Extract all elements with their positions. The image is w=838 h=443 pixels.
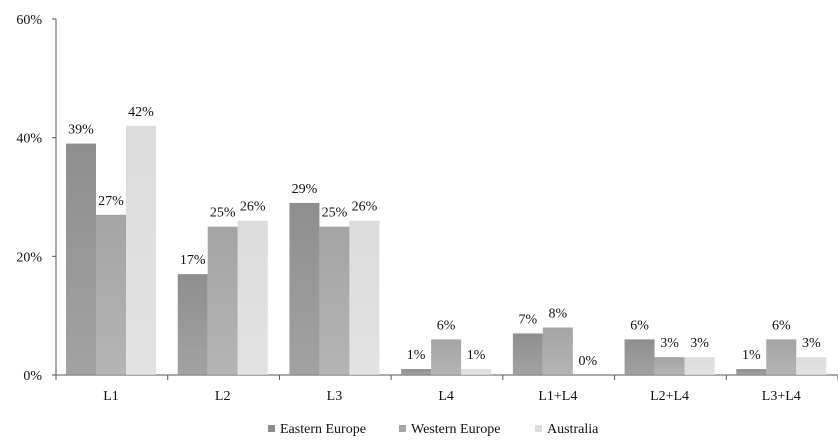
bar-western-europe-l2 bbox=[207, 226, 238, 375]
data-label-australia-l2: 26% bbox=[240, 200, 266, 215]
bar-eastern-europe-l4 bbox=[401, 369, 432, 375]
data-labels: 39% 27% 42% 17% 25% 26% 29% 25% 26% 1% 6% 1% 7% 8% 0% 6… bbox=[68, 105, 821, 369]
data-label-western-europe-l2-l4: 3% bbox=[660, 336, 679, 351]
bar-eastern-europe-l3-l4 bbox=[736, 369, 767, 375]
data-label-western-europe-l1: 27% bbox=[98, 194, 124, 209]
bar-australia-l4 bbox=[461, 369, 492, 375]
bar-eastern-europe-l2 bbox=[177, 274, 208, 375]
data-label-eastern-europe-l2: 17% bbox=[180, 253, 206, 268]
data-label-australia-l3: 26% bbox=[352, 200, 378, 215]
bar-western-europe-l3-l4 bbox=[766, 339, 797, 375]
data-label-eastern-europe-l3: 29% bbox=[292, 182, 318, 197]
legend-swatch-eastern-europe bbox=[268, 425, 275, 432]
y-tick-label: 20% bbox=[16, 250, 42, 265]
bar-western-europe-l1-l4 bbox=[542, 327, 573, 375]
data-label-eastern-europe-l3-l4: 1% bbox=[742, 348, 761, 363]
bar-australia-l3-l4 bbox=[796, 357, 827, 375]
bar-australia-l1 bbox=[126, 125, 156, 375]
data-label-eastern-europe-l2-l4: 6% bbox=[630, 318, 649, 333]
bar-western-europe-l4 bbox=[431, 339, 462, 375]
legend-swatch-australia bbox=[535, 425, 542, 432]
bar-western-europe-l1 bbox=[96, 214, 126, 375]
y-tick-label: 40% bbox=[16, 132, 42, 147]
bar-western-europe-l3 bbox=[319, 226, 350, 375]
data-label-australia-l1: 42% bbox=[128, 105, 154, 120]
data-label-western-europe-l3: 25% bbox=[322, 206, 348, 221]
data-label-eastern-europe-l1: 39% bbox=[68, 123, 94, 138]
data-label-western-europe-l2: 25% bbox=[210, 206, 236, 221]
x-tick-label-l1-l4: L1+L4 bbox=[538, 389, 577, 404]
data-label-western-europe-l3-l4: 6% bbox=[772, 318, 791, 333]
legend: Eastern Europe Western Europe Australia bbox=[268, 422, 599, 437]
data-label-eastern-europe-l4: 1% bbox=[407, 348, 426, 363]
x-tick-label-l2-l4: L2+L4 bbox=[650, 389, 689, 404]
data-label-western-europe-l4: 6% bbox=[437, 318, 456, 333]
x-tick-label-l4: L4 bbox=[438, 389, 454, 404]
y-tick-label: 60% bbox=[16, 13, 42, 28]
bar-eastern-europe-l3 bbox=[289, 202, 320, 375]
data-label-western-europe-l1-l4: 8% bbox=[549, 307, 568, 322]
bar-australia-l2-l4 bbox=[684, 357, 715, 375]
legend-label-eastern-europe: Eastern Europe bbox=[280, 422, 366, 437]
data-label-australia-l1-l4: 0% bbox=[579, 354, 598, 369]
legend-label-australia: Australia bbox=[547, 422, 599, 437]
bars bbox=[66, 125, 827, 375]
x-tick-label-l1: L1 bbox=[103, 389, 119, 404]
data-label-australia-l2-l4: 3% bbox=[690, 336, 709, 351]
bar-eastern-europe-l1 bbox=[66, 143, 96, 375]
y-tick-label: 0% bbox=[23, 369, 42, 384]
bar-western-europe-l2-l4 bbox=[654, 357, 685, 375]
data-label-australia-l3-l4: 3% bbox=[802, 336, 821, 351]
bar-australia-l2 bbox=[237, 220, 268, 375]
legend-swatch-western-europe bbox=[399, 425, 406, 432]
x-tick-label-l3: L3 bbox=[327, 389, 343, 404]
x-tick-label-l3-l4: L3+L4 bbox=[762, 389, 801, 404]
x-tick-label-l2: L2 bbox=[215, 389, 231, 404]
bar-eastern-europe-l1-l4 bbox=[512, 333, 543, 375]
legend-label-western-europe: Western Europe bbox=[411, 422, 500, 437]
data-label-australia-l4: 1% bbox=[467, 348, 486, 363]
bar-eastern-europe-l2-l4 bbox=[624, 339, 655, 375]
bar-australia-l3 bbox=[349, 220, 380, 375]
data-label-eastern-europe-l1-l4: 7% bbox=[519, 312, 538, 327]
